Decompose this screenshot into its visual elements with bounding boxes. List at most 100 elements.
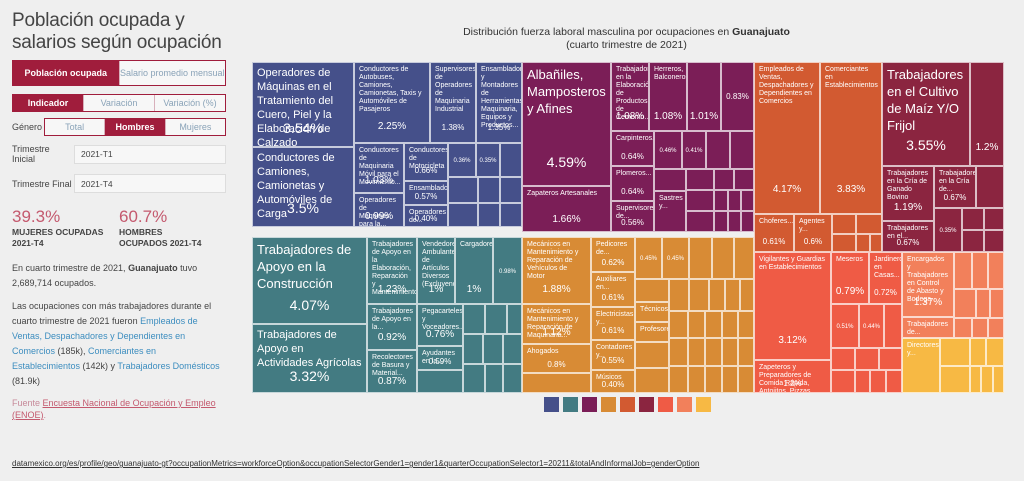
treemap-cell[interactable]: Ensambladores y Montadores de Herramient… [476,62,522,143]
treemap-cell[interactable] [886,370,902,393]
treemap-cell[interactable] [463,304,485,334]
treemap-cell[interactable]: Herreros, Balconeros... 1.08% [649,62,687,131]
treemap-cell[interactable]: Conductores de Autobuses, Camiones, Cami… [354,62,430,143]
legend-swatch[interactable] [563,397,578,412]
treemap-cell[interactable] [635,279,669,302]
treemap-cell[interactable] [940,366,970,393]
treemap-cell[interactable] [688,338,705,366]
end-quarter-select[interactable]: 2021-T4 [74,174,226,193]
treemap-cell[interactable] [635,342,669,368]
treemap-cell[interactable] [986,338,1004,366]
treemap-cell[interactable] [972,252,988,289]
treemap-cell[interactable]: 0.83% [721,62,754,131]
treemap-cell[interactable]: Meseros 0.79% [831,252,869,304]
treemap-cell[interactable] [884,304,902,348]
treemap-cell[interactable] [500,177,522,203]
treemap-cell[interactable] [734,237,754,279]
treemap-cell[interactable] [856,234,870,252]
treemap-cell[interactable] [669,279,689,311]
treemap-cell[interactable] [728,211,741,232]
treemap-cell[interactable] [954,252,972,289]
treemap-cell[interactable] [856,214,882,234]
treemap-cell[interactable]: Conductores de Camiones, Camionetas y Au… [252,147,354,227]
treemap-cell[interactable]: Conductores de Motocicleta 0.66% [404,143,448,181]
treemap-cell[interactable]: Trabajadores de Apoyo en la... 0.92% [367,304,417,350]
treemap-cell[interactable] [738,338,754,366]
page-url[interactable]: datamexico.org/es/profile/geo/guanajuato… [12,459,700,468]
link-trabajadores-domesticos[interactable]: Trabajadores Domésticos [117,361,220,371]
treemap-cell[interactable]: Jardineros en Casas... 0.72% [869,252,902,304]
tab-indicador[interactable]: Indicador [13,95,83,111]
treemap-cell[interactable] [669,366,688,393]
treemap-cell[interactable] [976,289,990,318]
treemap-cell[interactable] [972,318,988,338]
treemap-cell[interactable]: 0.45% [662,237,689,279]
treemap-cell[interactable] [730,131,754,169]
treemap-cell[interactable] [981,366,993,393]
treemap-cell[interactable]: Pedicores de... 0.62% [591,237,635,272]
treemap-cell[interactable] [976,166,1004,208]
treemap-cell[interactable] [738,366,754,393]
treemap-cell[interactable]: 0.46% [654,131,682,169]
treemap-cell[interactable]: Cargadores 1% [455,237,493,304]
treemap-cell[interactable] [954,318,972,338]
treemap-cell[interactable] [940,338,970,366]
treemap-cell[interactable] [855,370,870,393]
treemap-cell[interactable] [725,279,740,311]
treemap-cell[interactable] [993,366,1004,393]
treemap-cell[interactable]: Conductores de Maquinaria Móvil para el … [354,143,404,193]
treemap-cell[interactable]: Sastres y... [654,191,686,232]
treemap-cell[interactable] [722,338,738,366]
treemap-cell[interactable]: Trabajadores de Apoyo en la Construcción… [252,237,367,324]
treemap-cell[interactable] [870,234,882,252]
treemap-cell[interactable] [478,177,500,203]
treemap-cell[interactable] [962,230,984,252]
treemap-cell[interactable]: Electricistas y... 0.61% [591,307,635,340]
treemap-cell[interactable] [870,370,886,393]
treemap-cell[interactable] [734,169,754,190]
tab-total[interactable]: Total [65,122,85,132]
legend-swatch[interactable] [601,397,616,412]
treemap-cell[interactable]: Profesores... [635,322,669,342]
legend-swatch[interactable] [677,397,692,412]
treemap-cell[interactable] [722,311,738,338]
treemap-cell[interactable]: 1.2% [970,62,1004,166]
treemap-cell[interactable] [485,304,507,334]
treemap-cell[interactable] [740,279,754,311]
treemap-cell[interactable]: Ayudantes en la... 0.59% [417,346,463,370]
treemap-cell[interactable]: Ahogados 0.8% [522,344,591,373]
treemap-cell[interactable]: Auxiliares en... 0.61% [591,272,635,307]
treemap-cell[interactable]: 0.51% [831,304,859,348]
treemap-cell[interactable] [448,203,478,227]
treemap-cell[interactable]: 0.45% [635,237,662,279]
treemap-cell[interactable] [686,169,714,190]
treemap-cell[interactable] [722,366,738,393]
treemap-cell[interactable]: Vigilantes y Guardias en Establecimiento… [754,252,831,360]
treemap-cell[interactable]: Supervisores de Operadores de Maquinaria… [430,62,476,143]
treemap-cell[interactable]: Vendedores Ambulantes de Artículos Diver… [417,237,455,304]
treemap-cell[interactable]: 0.44% [859,304,884,348]
tab-poblacion-ocupada[interactable]: Población ocupada [13,61,119,85]
treemap-cell[interactable] [483,334,503,364]
legend-swatch[interactable] [639,397,654,412]
treemap-cell[interactable]: Operadores de Máquinas para la... 0.99% [354,193,404,227]
treemap-cell[interactable] [855,348,879,370]
link-comerciantes[interactable]: Comerciantes en Establecimientos [12,346,157,371]
treemap-cell[interactable] [954,289,976,318]
treemap-cell[interactable] [741,190,754,211]
treemap-cell[interactable]: Comerciantes en Establecimientos 3.83% [820,62,882,214]
tab-mujeres[interactable]: Mujeres [164,119,225,135]
treemap-cell[interactable]: Mecánicos en Mantenimiento y Reparación … [522,237,591,304]
legend-swatch[interactable] [544,397,559,412]
treemap-cell[interactable] [988,318,1004,338]
treemap-cell[interactable] [635,368,669,393]
treemap-cell[interactable] [970,338,986,366]
treemap-cell[interactable]: 0.98% [493,237,522,304]
treemap-cell[interactable]: Albañiles, Mamposteros y Afines 4.59% [522,62,611,186]
tab-variacion[interactable]: Variación [83,95,154,111]
treemap-cell[interactable] [714,169,734,190]
treemap-cell[interactable] [738,311,754,338]
treemap-cell[interactable]: Zapeteros y Preparadores de Comida Rápid… [754,360,831,393]
treemap-cell[interactable] [417,370,463,393]
treemap-cell[interactable]: Operadores de... 0.40% [404,205,448,227]
